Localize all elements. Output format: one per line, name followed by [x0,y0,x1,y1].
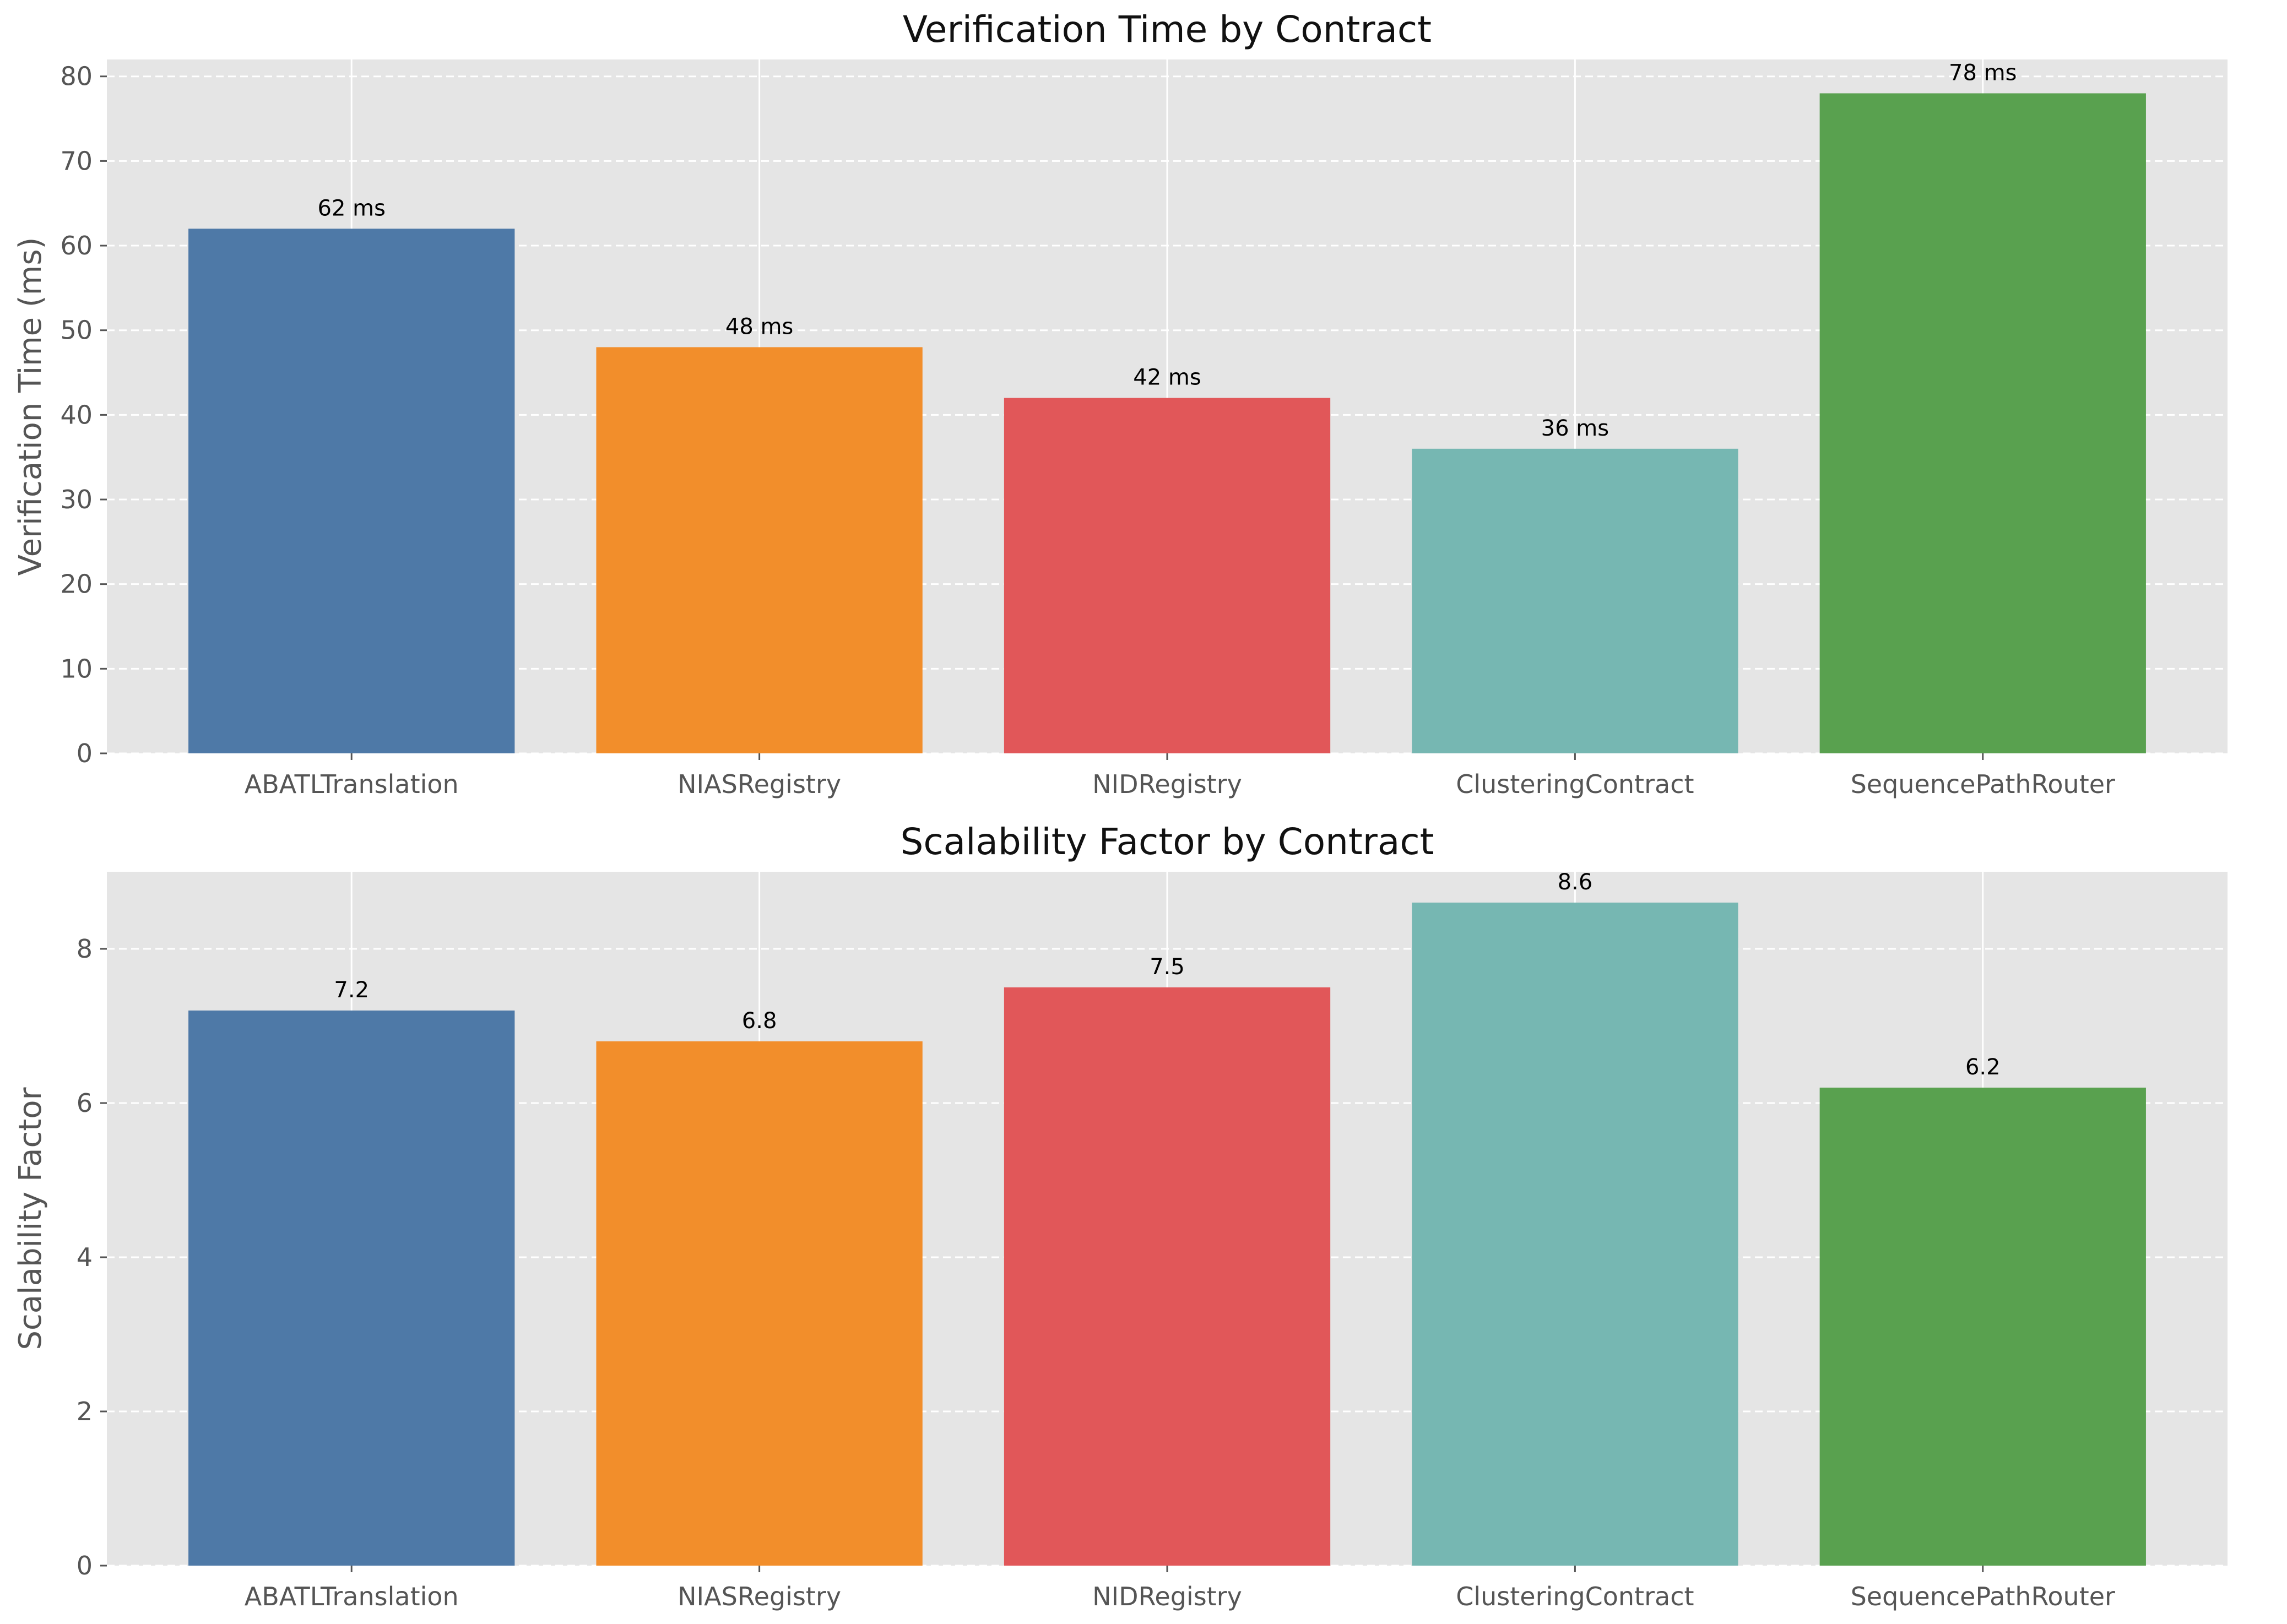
scalability-factor-bar-sequencepathrouter [1819,1088,2146,1566]
verification-time-y-tick-label: 30 [60,485,93,514]
scalability-factor-x-tick-label: SequencePathRouter [1851,1582,2115,1611]
scalability-factor-y-tick-label: 8 [77,934,93,964]
scalability-factor-x-tick-label: NIASRegistry [678,1582,841,1611]
verification-time-data-label: 42 ms [1133,365,1201,390]
scalability-factor-bar-clusteringcontract [1412,903,1738,1566]
verification-time-data-label: 62 ms [318,195,386,221]
verification-time-y-tick-label: 20 [60,569,93,599]
scalability-factor-y-tick-label: 4 [77,1242,93,1272]
scalability-factor-chart: 7.2 6.8 7.5 8.6 6.2 0 2 4 6 8 ABATLTranslation NIAS… [13,821,2228,1611]
verification-time-x-tick-label: NIASRegistry [678,769,841,799]
verification-time-y-tick-label: 10 [60,654,93,683]
scalability-factor-data-label: 8.6 [1558,870,1593,895]
verification-time-y-tick-label: 70 [60,146,93,176]
verification-time-y-tick-label: 80 [60,62,93,91]
scalability-factor-x-tick-label: NIDRegistry [1092,1582,1242,1611]
verification-time-y-tick-label: 0 [77,738,93,768]
scalability-factor-x-tick-label: ABATLTranslation [245,1582,459,1611]
verification-time-bar-niasregistry [596,347,923,753]
verification-time-chart: 62 ms 48 ms 42 ms 36 ms 78 ms 0 10 20 30 40 50 60 70… [13,8,2228,799]
verification-time-data-label: 48 ms [725,314,793,339]
verification-time-bar-abatltranslation [188,229,515,753]
verification-time-bar-clusteringcontract [1412,448,1738,753]
scalability-factor-data-label: 6.2 [1965,1055,2001,1080]
scalability-factor-data-label: 7.5 [1150,954,1185,980]
verification-time-chart-title: Verification Time by Contract [903,8,1432,51]
verification-time-y-tick-label: 60 [60,231,93,260]
scalability-factor-y-tick-label: 0 [77,1551,93,1580]
verification-time-x-tick-label: ABATLTranslation [245,769,459,799]
verification-time-y-axis-label: Verification Time (ms) [13,237,48,576]
scalability-factor-y-tick-label: 6 [77,1088,93,1118]
verification-time-data-label: 78 ms [1949,60,2017,85]
verification-time-y-tick-label: 50 [60,316,93,345]
scalability-factor-data-label: 6.8 [742,1008,777,1034]
scalability-factor-bar-nidregistry [1004,987,1331,1566]
scalability-factor-x-tick-label: ClusteringContract [1456,1582,1694,1611]
verification-time-x-tick-label: NIDRegistry [1092,769,1242,799]
verification-time-bar-nidregistry [1004,398,1331,753]
scalability-factor-y-axis-label: Scalability Factor [13,1087,48,1350]
scalability-factor-chart-title: Scalability Factor by Contract [900,821,1434,863]
scalability-factor-bar-niasregistry [596,1041,923,1566]
scalability-factor-data-label: 7.2 [334,977,369,1003]
verification-time-x-tick-label: ClusteringContract [1456,769,1694,799]
scalability-factor-y-tick-label: 2 [77,1397,93,1426]
verification-time-bar-sequencepathrouter [1819,93,2146,754]
verification-time-y-tick-label: 40 [60,400,93,430]
scalability-factor-bar-abatltranslation [188,1011,515,1566]
verification-time-x-tick-label: SequencePathRouter [1851,769,2115,799]
verification-time-data-label: 36 ms [1541,416,1609,441]
